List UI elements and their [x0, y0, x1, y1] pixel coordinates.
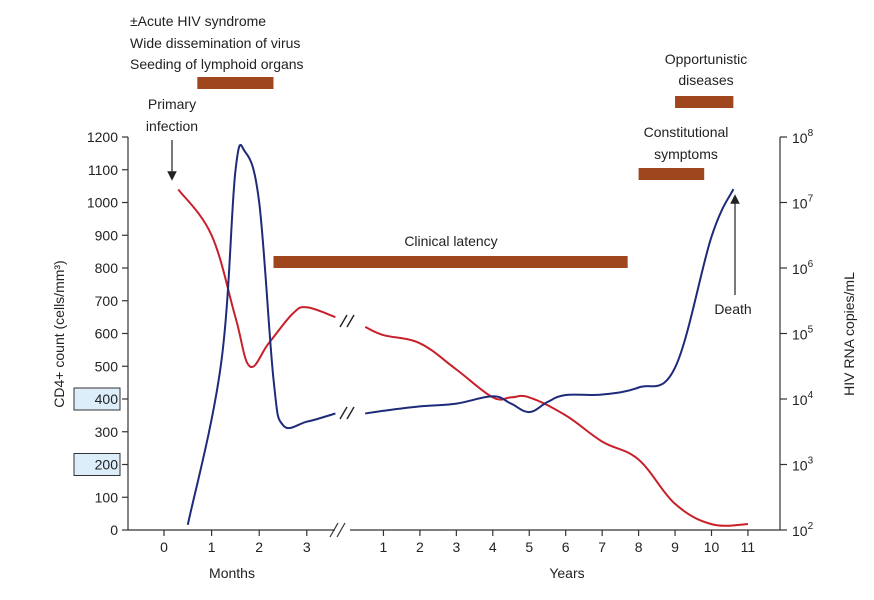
months-axis-tick-label: 2 [255, 539, 263, 555]
left-axis-title: CD4+ count (cells/mm³) [51, 260, 67, 407]
dissemination-label: Wide dissemination of virus [130, 35, 300, 51]
right-axis-tick-label: 105 [792, 325, 814, 343]
rna-line-years [365, 188, 735, 415]
threshold-highlight-box [73, 387, 121, 411]
phase-bar-clinical-latency [273, 256, 628, 268]
months-axis-tick-label: 0 [160, 539, 168, 555]
clinical-latency-label: Clinical latency [404, 233, 497, 249]
phase-bar-constitutional-symptoms [638, 168, 705, 180]
threshold-highlight-box [73, 453, 121, 476]
right-axis-title: HIV RNA copies/mL [841, 272, 857, 396]
right-axis-tick-label: 102 [792, 521, 814, 539]
years-axis-tick-label: 5 [525, 539, 533, 555]
left-axis-tick-label: 400 [95, 391, 119, 407]
primary-infection-label-2: infection [146, 118, 198, 134]
death-label: Death [714, 301, 751, 317]
left-axis-tick-label: 100 [95, 489, 119, 505]
right-axis-tick-label: 106 [792, 259, 814, 277]
months-axis-tick-label: 3 [303, 539, 311, 555]
left-axis-tick-label: 300 [95, 424, 119, 440]
phase-bar-acute [197, 77, 274, 89]
left-axis-tick-label: 800 [95, 260, 119, 276]
right-axis-tick-label: 108 [792, 128, 814, 146]
constitutional-symptoms-label-2: symptoms [654, 146, 718, 162]
series-break-marks [339, 314, 355, 420]
left-axis-tick-label: 1000 [87, 195, 118, 211]
x-axis-ticks: 0 1 2 3 1 2 3 4 5 6 7 8 9 10 11 [160, 530, 755, 555]
years-axis-tick-label: 6 [562, 539, 570, 555]
years-axis-tick-label: 1 [380, 539, 388, 555]
right-axis-tick-label: 103 [792, 456, 814, 474]
left-axis-tick-label: 900 [95, 227, 119, 243]
rna-line-months [186, 143, 336, 526]
right-axis-tick-label: 107 [792, 194, 814, 212]
x-axis-title-years: Years [549, 565, 584, 581]
left-axis-tick-label: 700 [95, 293, 119, 309]
months-axis-tick-label: 1 [208, 539, 216, 555]
x-axis-title-months: Months [209, 565, 255, 581]
years-axis-tick-label: 11 [741, 539, 756, 555]
left-axis-ticks: 0 100 200 300 400 500 600 700 800 900 1000 1100 1200 [73, 129, 128, 538]
left-axis-tick-label: 200 [95, 457, 119, 473]
primary-infection-label: Primary [148, 96, 196, 112]
right-axis-tick-label: 104 [792, 390, 814, 408]
years-axis-tick-label: 4 [489, 539, 497, 555]
opportunistic-diseases-label-2: diseases [678, 72, 733, 88]
cd4-line-years [364, 325, 749, 527]
left-axis-tick-label: 600 [95, 326, 119, 342]
phase-bar-opportunistic-diseases [675, 96, 734, 108]
years-axis-tick-label: 2 [416, 539, 424, 555]
years-axis-tick-label: 8 [635, 539, 643, 555]
acute-syndrome-label: ±Acute HIV syndrome [130, 13, 266, 29]
left-axis-tick-label: 1200 [87, 129, 118, 145]
cd4-line-months [177, 188, 336, 369]
years-axis-tick-label: 3 [452, 539, 460, 555]
lymphoid-seeding-label: Seeding of lymphoid organs [130, 56, 304, 72]
years-axis-tick-label: 10 [704, 539, 720, 555]
left-axis-tick-label: 0 [110, 522, 118, 538]
left-axis-tick-label: 1100 [88, 162, 118, 178]
left-axis-tick-label: 500 [95, 358, 119, 374]
constitutional-symptoms-label: Constitutional [644, 124, 729, 140]
opportunistic-diseases-label: Opportunistic [665, 51, 747, 67]
x-axis-break-mark [329, 522, 346, 538]
right-axis-ticks: 102 103 104 105 106 107 108 [780, 128, 814, 539]
years-axis-tick-label: 9 [671, 539, 679, 555]
years-axis-tick-label: 7 [598, 539, 606, 555]
